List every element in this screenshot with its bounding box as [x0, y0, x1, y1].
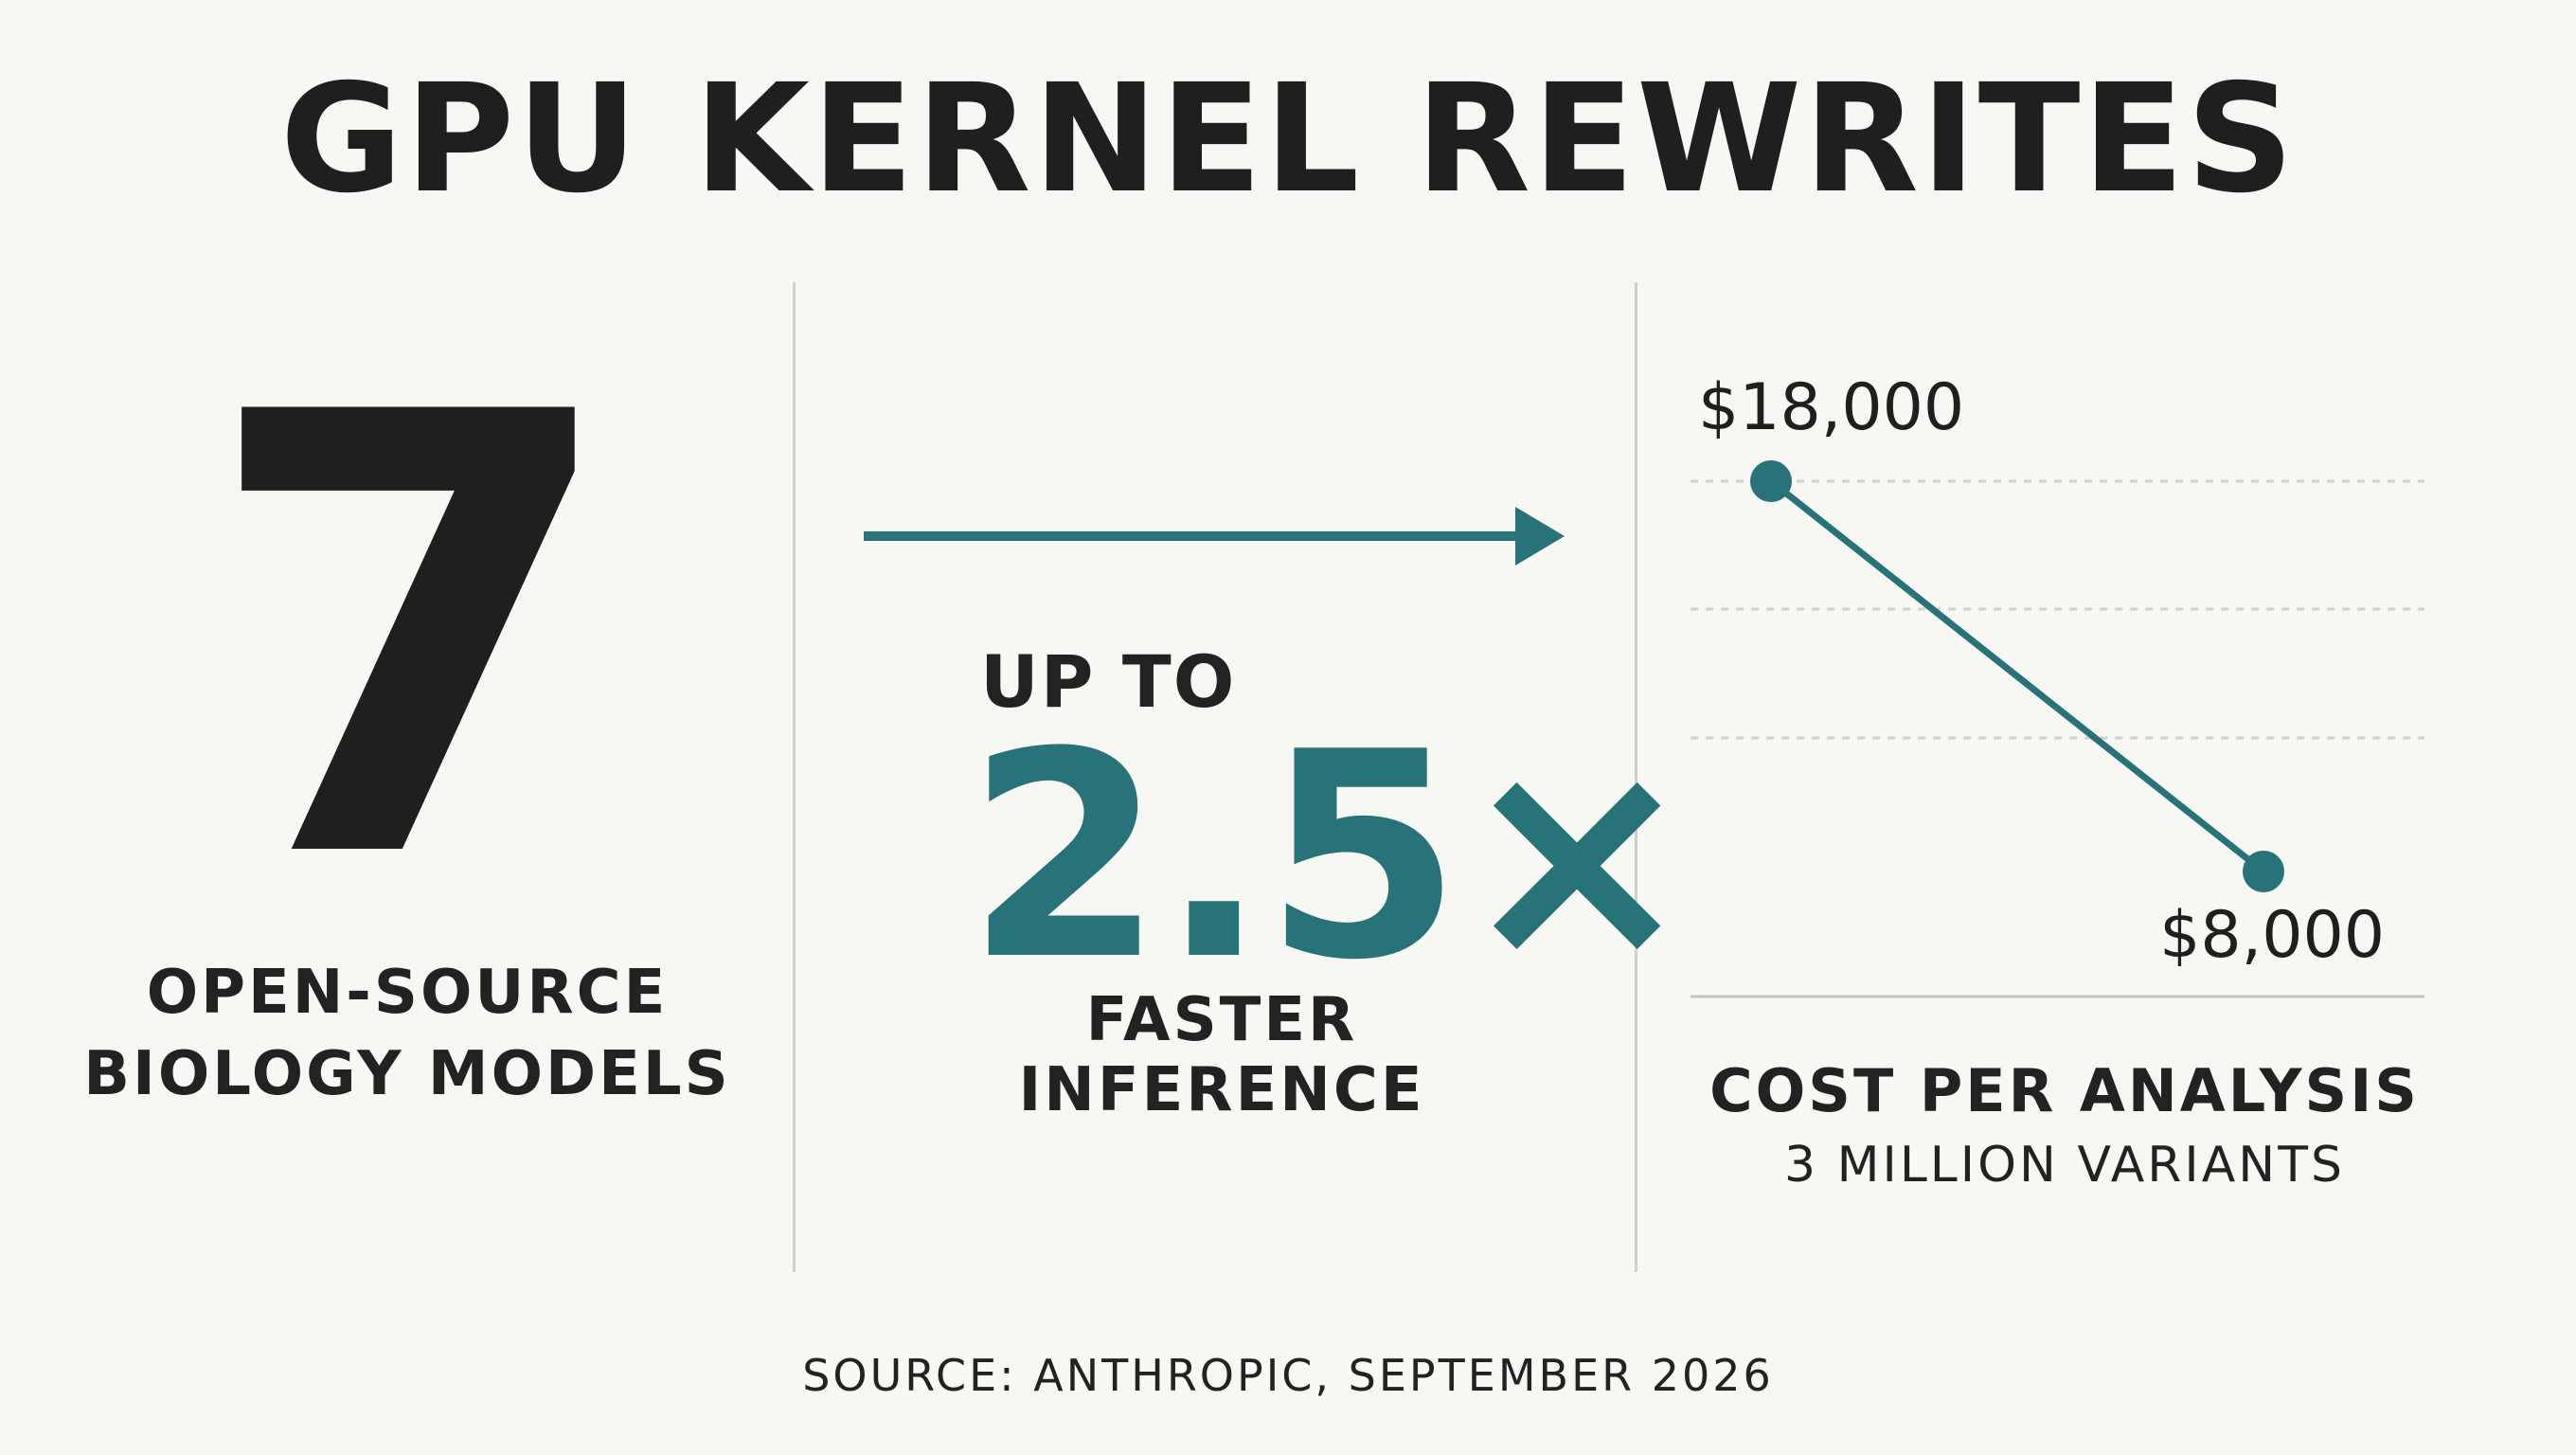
models-label: OPEN-SOURCE BIOLOGY MODELS: [57, 952, 758, 1115]
source-note: SOURCE: ANTHROPIC, SEPTEMBER 2026: [802, 1350, 1774, 1401]
speedup-label: FASTER INFERENCE: [1018, 985, 1425, 1125]
data-label-after: $8,000: [2159, 898, 2385, 973]
models-count: 7: [201, 286, 623, 992]
data-point-after: [2243, 851, 2284, 892]
data-label-before: $18,000: [1698, 370, 1964, 445]
cost-chart-subtitle: 3 MILLION VARIANTS: [1784, 1137, 2345, 1194]
cost-chart-title: COST PER ANALYSIS: [1709, 1056, 2420, 1125]
page-title: GPU KERNEL REWRITES: [279, 52, 2297, 226]
cost-series-line: [1768, 478, 2266, 874]
panel-divider-left: [793, 282, 796, 1272]
data-point-before: [1750, 460, 1792, 502]
speedup-value: 2.5×: [966, 692, 1696, 1022]
speedup-prefix: UP TO: [980, 639, 1237, 724]
chart-gridlines: [1690, 479, 2424, 740]
panel-divider-right: [1635, 282, 1637, 1272]
models-label-line2: BIOLOGY MODELS: [83, 1039, 731, 1109]
models-label-line1: OPEN-SOURCE: [146, 958, 669, 1028]
